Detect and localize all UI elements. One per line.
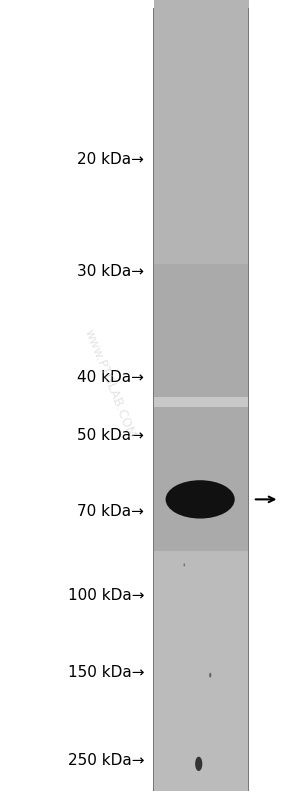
Ellipse shape — [195, 757, 202, 771]
Bar — [248, 8, 249, 791]
Text: 50 kDa→: 50 kDa→ — [77, 428, 144, 443]
Text: www.PTGLAB.COM: www.PTGLAB.COM — [82, 327, 137, 440]
Ellipse shape — [166, 480, 235, 519]
Text: 20 kDa→: 20 kDa→ — [77, 153, 144, 167]
Text: 100 kDa→: 100 kDa→ — [67, 588, 144, 602]
Text: 70 kDa→: 70 kDa→ — [77, 504, 144, 519]
Bar — [154, 551, 249, 791]
Text: 40 kDa→: 40 kDa→ — [77, 371, 144, 385]
Bar — [153, 8, 154, 791]
Text: 250 kDa→: 250 kDa→ — [67, 753, 144, 768]
Bar — [154, 0, 249, 264]
Ellipse shape — [183, 563, 185, 566]
Bar — [154, 397, 249, 407]
Bar — [154, 264, 249, 551]
Text: 30 kDa→: 30 kDa→ — [77, 264, 144, 279]
Ellipse shape — [209, 673, 211, 678]
Text: 150 kDa→: 150 kDa→ — [67, 666, 144, 680]
